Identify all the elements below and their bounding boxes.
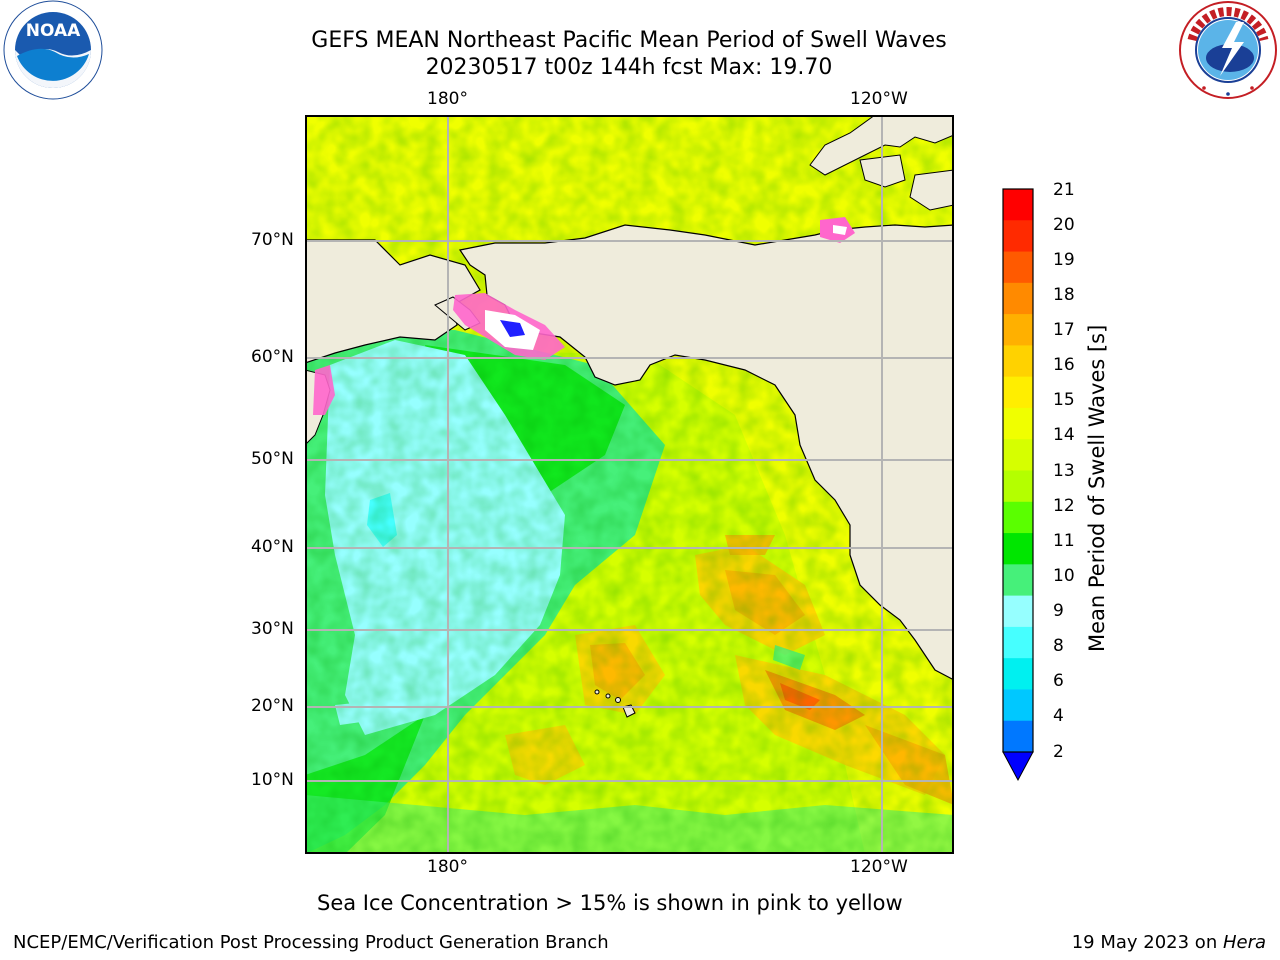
colorbar-band	[1003, 470, 1033, 503]
colorbar-tick-11: 11	[1053, 531, 1075, 551]
colorbar-band	[1003, 595, 1033, 628]
colorbar-tick-15: 15	[1053, 390, 1075, 410]
colorbar-tick-13: 13	[1053, 461, 1075, 481]
colorbar-band	[1003, 314, 1033, 346]
lat-label-20n: 20°N	[251, 696, 294, 716]
footer-date: 19 May 2023 on Hera	[1072, 932, 1266, 953]
lon-label-bottom-120w: 120°W	[850, 857, 908, 877]
map-panel	[305, 115, 954, 854]
colorbar-band	[1003, 564, 1033, 597]
colorbar-tick-6: 6	[1053, 671, 1064, 691]
colorbar-band	[1003, 533, 1033, 565]
colorbar-tick-14: 14	[1053, 425, 1075, 445]
lat-label-10n: 10°N	[251, 770, 294, 790]
colorbar-tick-2: 2	[1053, 742, 1064, 762]
map-title-line-2: 20230517 t00z 144h fcst Max: 19.70	[425, 55, 833, 80]
map-title-line-1: GEFS MEAN Northeast Pacific Mean Period …	[311, 28, 947, 53]
footer-date-text: 19 May 2023 on	[1071, 932, 1223, 953]
noaa-logo-text: NOAA	[26, 21, 81, 41]
lat-label-40n: 40°N	[251, 537, 294, 557]
colorbar	[996, 183, 1042, 788]
colorbar-extend-triangle	[1002, 751, 1034, 782]
land-arctic-island-2	[909, 169, 954, 211]
noaa-logo: NOAA	[3, 0, 103, 100]
colorbar-tick-12: 12	[1053, 496, 1075, 516]
colorbar-tick-19: 19	[1053, 250, 1075, 270]
lat-label-70n: 70°N	[251, 230, 294, 250]
colorbar-band	[1003, 501, 1033, 534]
colorbar-tick-16: 16	[1053, 355, 1075, 375]
lat-label-30n: 30°N	[251, 619, 294, 639]
colorbar-band	[1003, 282, 1033, 315]
lon-label-bottom-180: 180°	[427, 857, 468, 877]
colorbar-tick-8: 8	[1053, 636, 1064, 656]
colorbar-svg	[1002, 188, 1034, 782]
sea-ice-note: Sea Ice Concentration > 15% is shown in …	[317, 891, 903, 915]
lon-label-top-180: 180°	[427, 89, 468, 109]
colorbar-tick-21: 21	[1053, 180, 1075, 200]
lat-label-60n: 60°N	[251, 347, 294, 367]
nws-logo	[1178, 0, 1278, 100]
colorbar-band	[1003, 407, 1033, 440]
footer-credit: NCEP/EMC/Verification Post Processing Pr…	[13, 932, 609, 953]
colorbar-band	[1003, 439, 1033, 471]
colorbar-band	[1003, 345, 1033, 378]
graticule	[305, 115, 954, 854]
lat-label-50n: 50°N	[251, 449, 294, 469]
colorbar-band	[1003, 251, 1033, 284]
island-hawaii-1	[594, 689, 600, 695]
colorbar-tick-18: 18	[1053, 285, 1075, 305]
colorbar-tick-17: 17	[1053, 320, 1075, 340]
sea-ice-bering-dark	[500, 320, 525, 337]
lon-label-top-120w: 120°W	[850, 89, 908, 109]
colorbar-band	[1003, 220, 1033, 253]
sea-ice-okhotsk	[313, 365, 335, 415]
colorbar-tick-4: 4	[1053, 706, 1064, 726]
colorbar-band	[1003, 689, 1033, 722]
swell-period-map	[305, 115, 954, 854]
colorbar-label: Mean Period of Swell Waves [s]	[1085, 324, 1109, 652]
colorbar-band	[1003, 658, 1033, 690]
colorbar-band	[1003, 626, 1033, 659]
sea-ice-beaufort-core	[833, 225, 847, 235]
colorbar-tick-10: 10	[1053, 566, 1075, 586]
land-alaska-canada	[459, 224, 954, 681]
colorbar-band	[1003, 189, 1033, 221]
colorbar-tick-20: 20	[1053, 215, 1075, 235]
island-hawaii-3	[615, 697, 621, 703]
island-hawaii-2	[605, 693, 611, 699]
colorbar-band	[1003, 720, 1033, 753]
colorbar-band	[1003, 376, 1033, 409]
footer-machine: Hera	[1222, 932, 1266, 953]
colorbar-tick-9: 9	[1053, 601, 1064, 621]
